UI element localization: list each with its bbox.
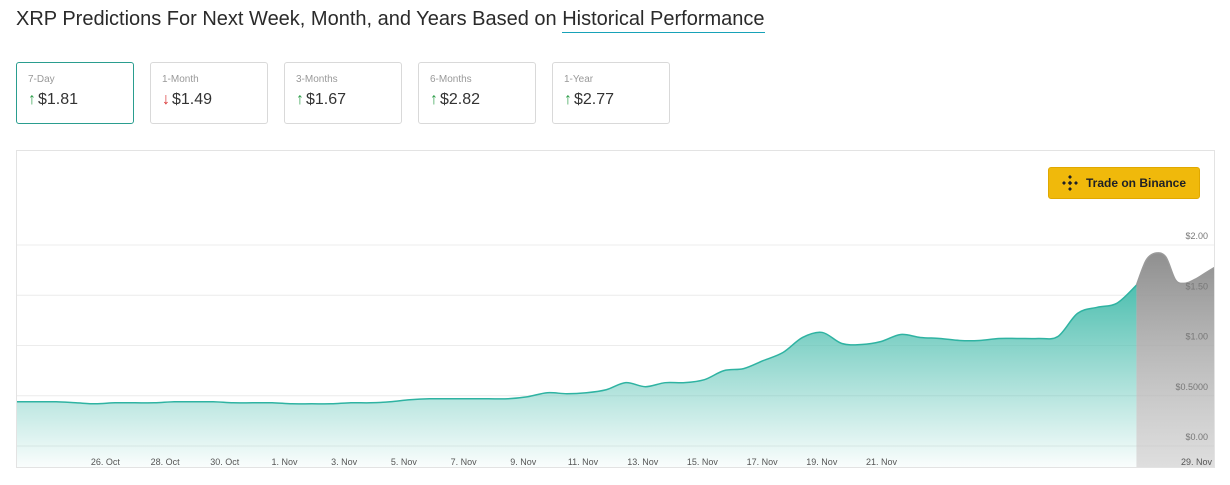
y-tick-label: $0.5000 (1175, 382, 1208, 392)
y-tick-label: $1.50 (1185, 281, 1208, 291)
binance-logo-icon (1062, 175, 1078, 191)
historical-price-area (17, 285, 1137, 467)
x-tick-label: 30. Oct (210, 457, 240, 467)
arrow-down-icon: ↓ (162, 91, 170, 108)
historical-performance-link[interactable]: Historical Performance (562, 8, 765, 33)
prediction-card-7-day[interactable]: 7-Day ↑ $1.81 (16, 62, 134, 124)
historical-price-line (17, 284, 1137, 405)
card-value: $2.82 (440, 91, 481, 108)
card-value: $2.77 (574, 91, 615, 108)
card-value-row: ↑ $2.82 (430, 91, 535, 109)
forecast-line (1135, 252, 1214, 286)
prediction-card-1-year[interactable]: 1-Year ↑ $2.77 (552, 62, 670, 124)
x-tick-label: 21. Nov (866, 457, 898, 467)
card-label: 1-Month (162, 74, 199, 85)
title-text: XRP Predictions For Next Week, Month, an… (16, 8, 557, 30)
x-tick-label: 5. Nov (391, 457, 418, 467)
card-label: 3-Months (296, 74, 338, 85)
x-tick-label: 28. Oct (151, 457, 181, 467)
trade-on-binance-button[interactable]: Trade on Binance (1048, 167, 1200, 199)
price-chart[interactable]: $0.00 $0.5000 $1.00 $1.50 $2.00 26. Oct 28. Oc… (16, 150, 1215, 468)
price-chart-svg: $0.00 $0.5000 $1.00 $1.50 $2.00 26. Oct 28. Oc… (17, 231, 1214, 467)
x-tick-label: 3. Nov (331, 457, 358, 467)
x-tick-label: 9. Nov (510, 457, 537, 467)
arrow-up-icon: ↑ (564, 91, 572, 108)
arrow-up-icon: ↑ (430, 91, 438, 108)
card-value: $1.81 (38, 91, 79, 108)
prediction-cards: 7-Day ↑ $1.81 1-Month ↓ $1.49 3-Months ↑ $1… (16, 62, 670, 124)
card-value-row: ↑ $1.81 (28, 91, 133, 109)
x-tick-label: 7. Nov (451, 457, 478, 467)
card-value: $1.67 (306, 91, 347, 108)
card-label: 1-Year (564, 74, 594, 85)
forecast-area (1136, 252, 1214, 467)
x-tick-label: 19. Nov (806, 457, 838, 467)
card-label: 6-Months (430, 74, 472, 85)
arrow-up-icon: ↑ (296, 91, 304, 108)
prediction-card-6-months[interactable]: 6-Months ↑ $2.82 (418, 62, 536, 124)
prediction-card-1-month[interactable]: 1-Month ↓ $1.49 (150, 62, 268, 124)
x-tick-label: 13. Nov (627, 457, 659, 467)
x-tick-label: 29. Nov (1181, 457, 1213, 467)
x-tick-label: 15. Nov (687, 457, 719, 467)
prediction-card-3-months[interactable]: 3-Months ↑ $1.67 (284, 62, 402, 124)
x-tick-label: 26. Oct (91, 457, 121, 467)
card-value-row: ↑ $1.67 (296, 91, 401, 109)
y-tick-label: $1.00 (1185, 332, 1208, 342)
trade-button-label: Trade on Binance (1085, 176, 1187, 190)
card-value-row: ↑ $2.77 (564, 91, 669, 109)
card-label: 7-Day (28, 74, 55, 85)
x-tick-label: 1. Nov (271, 457, 298, 467)
arrow-up-icon: ↑ (28, 91, 36, 108)
x-tick-label: 17. Nov (747, 457, 779, 467)
y-tick-label: $0.00 (1185, 432, 1208, 442)
page-title: XRP Predictions For Next Week, Month, an… (16, 8, 765, 33)
y-tick-label: $2.00 (1185, 231, 1208, 241)
x-tick-label: 11. Nov (568, 457, 599, 467)
card-value-row: ↓ $1.49 (162, 91, 267, 109)
card-value: $1.49 (172, 91, 213, 108)
